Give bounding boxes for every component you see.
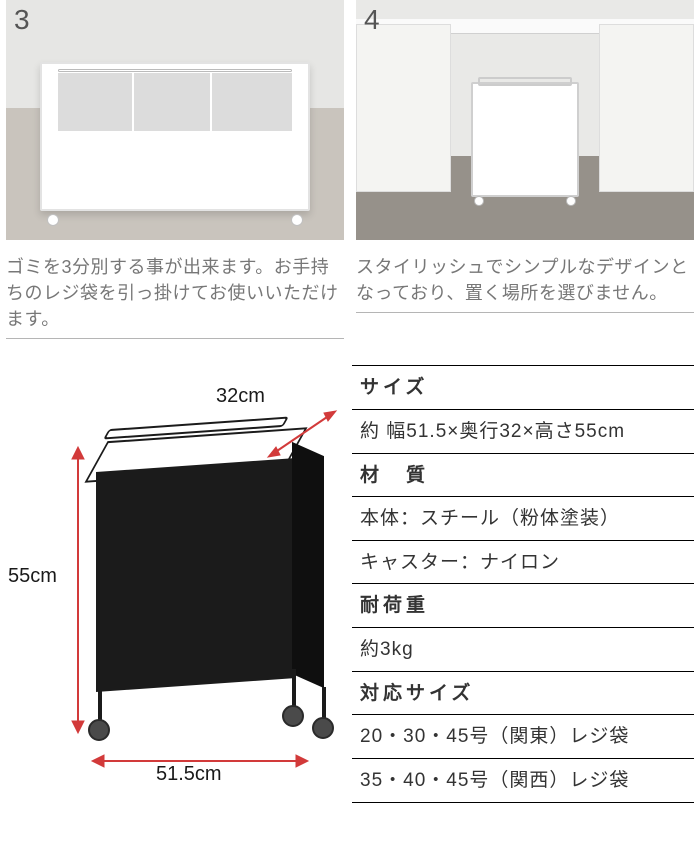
spec-row: 20・30・45号（関東）レジ袋 xyxy=(352,715,694,759)
spec-value-cell: 35・40・45号（関西）レジ袋 xyxy=(352,759,694,803)
photo-number-3: 3 xyxy=(14,4,30,36)
spec-header-cell: 対応サイズ xyxy=(352,671,694,715)
spec-value-cell: 約3kg xyxy=(352,628,694,672)
spec-value-cell: キャスター：ナイロン xyxy=(352,540,694,584)
spec-table: サイズ約 幅51.5×奥行32×高さ55cm材 質本体：スチール（粉体塗装）キャ… xyxy=(352,365,694,802)
arrow-depth xyxy=(266,405,346,465)
spec-row: 対応サイズ xyxy=(352,671,694,715)
spec-header-cell: サイズ xyxy=(352,366,694,410)
label-height: 55cm xyxy=(8,565,57,588)
photo-4: 4 xyxy=(356,0,694,240)
spec-row: 35・40・45号（関西）レジ袋 xyxy=(352,759,694,803)
spec-row: サイズ xyxy=(352,366,694,410)
spec-row: 本体：スチール（粉体塗装） xyxy=(352,497,694,541)
spec-row: 約3kg xyxy=(352,628,694,672)
spec-header-cell: 耐荷重 xyxy=(352,584,694,628)
spec-row: 約 幅51.5×奥行32×高さ55cm xyxy=(352,409,694,453)
photo-caption-3: ゴミを3分別する事が出来ます。お手持ちのレジ袋を引っ掛けてお使いいただけます。 xyxy=(6,254,344,339)
spec-row: キャスター：ナイロン xyxy=(352,540,694,584)
bottom-row: 32cm 55cm 51.5cm サイズ約 幅51.5×奥行32×高さ55cm材… xyxy=(0,365,700,802)
photo-caption-4: スタイリッシュでシンプルなデザインとなっており、置く場所を選びません。 xyxy=(356,254,694,313)
spec-row: 材 質 xyxy=(352,453,694,497)
spec-header-cell: 材 質 xyxy=(352,453,694,497)
spec-value-cell: 本体：スチール（粉体塗装） xyxy=(352,497,694,541)
photo-block-3: 3 ゴミを3分別する事が出来ます。お手持ちのレジ袋を引っ掛けてお使いいただけます… xyxy=(6,0,344,339)
photo-3: 3 xyxy=(6,0,344,240)
spec-value-cell: 約 幅51.5×奥行32×高さ55cm xyxy=(352,409,694,453)
arrow-height xyxy=(68,445,88,735)
spec-column: サイズ約 幅51.5×奥行32×高さ55cm材 質本体：スチール（粉体塗装）キャ… xyxy=(352,365,694,802)
label-depth: 32cm xyxy=(216,385,265,408)
dimension-diagram: 32cm 55cm 51.5cm xyxy=(6,365,348,795)
photo-block-4: 4 スタイリッシュでシンプルなデザインとなっており、置く場所を選びません。 xyxy=(356,0,694,339)
spec-value-cell: 20・30・45号（関東）レジ袋 xyxy=(352,715,694,759)
label-width: 51.5cm xyxy=(156,763,222,786)
photo-row: 3 ゴミを3分別する事が出来ます。お手持ちのレジ袋を引っ掛けてお使いいただけます… xyxy=(0,0,700,339)
photo-number-4: 4 xyxy=(364,4,380,36)
spec-row: 耐荷重 xyxy=(352,584,694,628)
